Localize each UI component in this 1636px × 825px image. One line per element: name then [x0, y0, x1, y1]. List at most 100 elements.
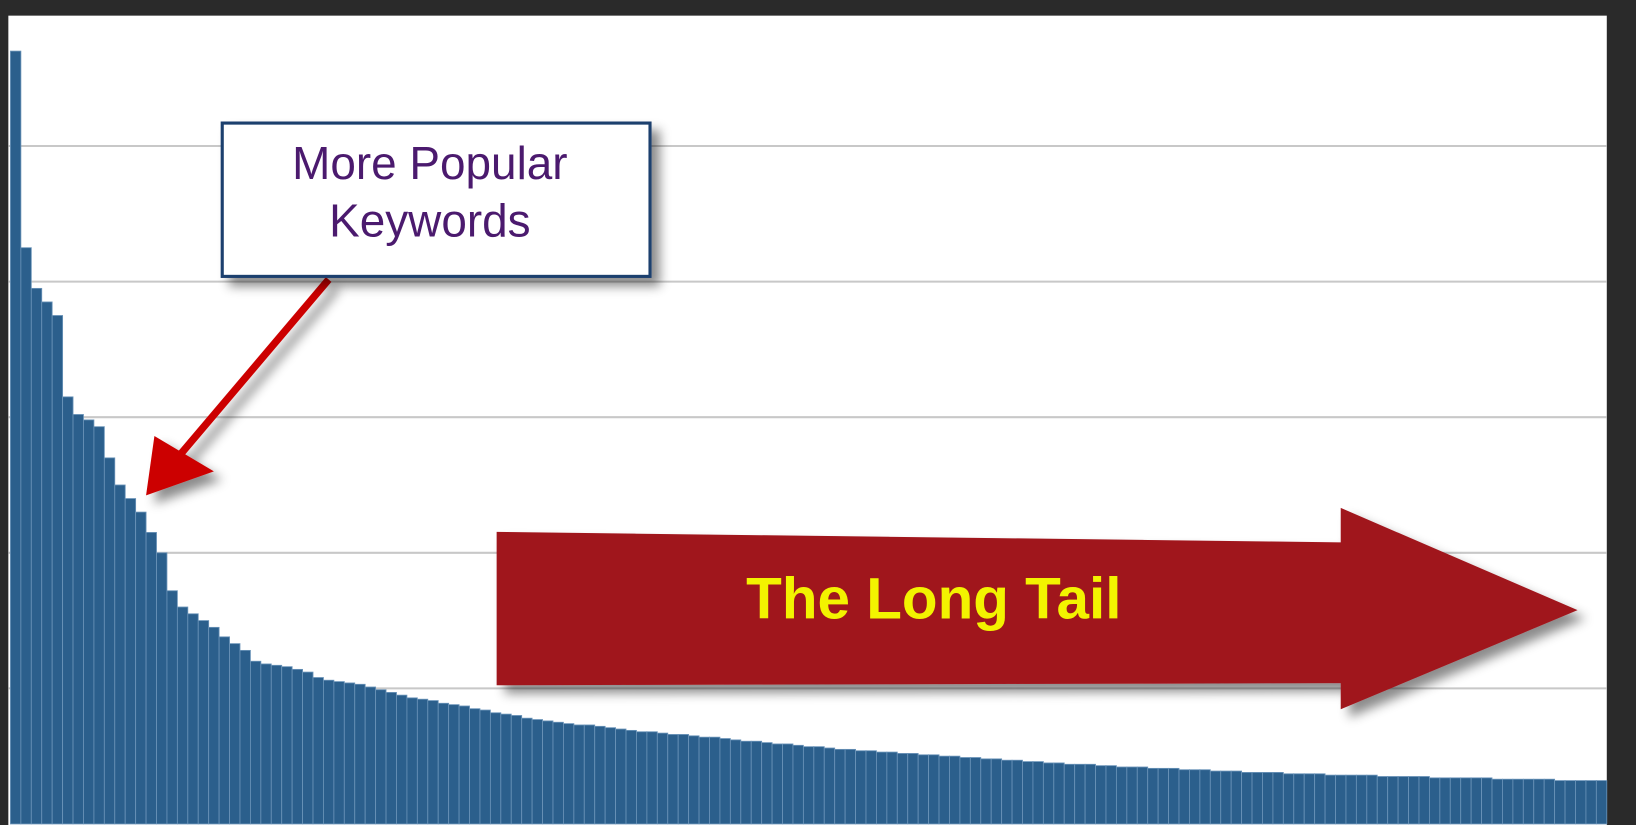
bar [260, 663, 272, 825]
bar [646, 731, 658, 825]
bar [1115, 766, 1128, 825]
bar [1063, 763, 1076, 825]
bar [1282, 773, 1295, 825]
bar [1136, 766, 1149, 825]
bar [969, 757, 982, 825]
bar [500, 713, 512, 825]
bar [1220, 770, 1232, 825]
bar [1314, 773, 1326, 825]
bar [1105, 765, 1117, 825]
bar [802, 746, 815, 825]
bar [844, 748, 856, 825]
bar [719, 738, 731, 825]
bar [1001, 759, 1013, 825]
bar [1032, 761, 1044, 825]
bar [83, 419, 95, 825]
arrow-long-tail [496, 507, 1578, 710]
bar [604, 727, 617, 825]
bar [93, 426, 105, 825]
bar [396, 694, 408, 825]
bar [156, 552, 168, 825]
bar [907, 753, 919, 825]
bar [667, 734, 679, 825]
bar [197, 620, 210, 825]
bar [406, 697, 418, 825]
bar [354, 683, 366, 825]
bar [729, 739, 742, 825]
bar [636, 731, 648, 825]
bar [1564, 780, 1576, 825]
bar [20, 247, 32, 825]
bar [10, 50, 22, 825]
bar [1053, 762, 1065, 825]
bar [1262, 772, 1274, 825]
bar [30, 287, 43, 825]
bar [1178, 769, 1190, 825]
bar [1042, 762, 1055, 825]
bar [1011, 759, 1023, 825]
bar [291, 668, 303, 825]
bar [51, 315, 64, 825]
bar [792, 744, 804, 825]
bar [458, 705, 470, 825]
bar [1199, 769, 1211, 825]
bar [385, 692, 397, 825]
callout-line: More Popular [292, 137, 567, 189]
bar [1428, 777, 1441, 825]
bar [552, 721, 564, 825]
bar [1168, 767, 1180, 825]
bar [208, 626, 220, 825]
bar [218, 636, 230, 825]
bar [1502, 778, 1514, 825]
bar [323, 679, 335, 825]
bar [1397, 776, 1409, 825]
bar [1585, 780, 1597, 825]
bar [41, 301, 53, 825]
bar [928, 754, 940, 825]
bar [1554, 780, 1566, 825]
bar [448, 704, 460, 825]
bar [823, 747, 836, 825]
bar [876, 751, 888, 825]
bar [698, 736, 710, 825]
bar [1439, 777, 1451, 825]
bar [1157, 767, 1169, 825]
bar [771, 743, 783, 825]
bar [312, 677, 324, 825]
bar [1408, 776, 1420, 825]
bar [249, 660, 262, 825]
bar [114, 484, 126, 825]
bar [896, 753, 909, 825]
bar [959, 757, 971, 825]
bar [1460, 777, 1472, 825]
bar [542, 720, 554, 825]
bar [1575, 780, 1587, 825]
bar [573, 724, 585, 825]
bar [1147, 767, 1159, 825]
bar [1533, 778, 1545, 825]
bar [1345, 774, 1357, 825]
bar [302, 671, 314, 825]
bar [333, 681, 345, 825]
bar [375, 689, 387, 825]
tail-arrow [496, 507, 1578, 710]
bar [917, 754, 930, 825]
bar [1324, 774, 1336, 825]
bar [677, 734, 690, 825]
bar [1189, 769, 1201, 825]
bar [1491, 778, 1503, 825]
bar [229, 643, 241, 825]
bar [124, 498, 137, 825]
pointer-head [146, 435, 214, 496]
bar [938, 755, 950, 825]
bar [1418, 776, 1430, 825]
bar [740, 740, 752, 825]
bar [1095, 765, 1107, 825]
bar [479, 709, 491, 825]
bar [709, 736, 721, 825]
bar [1366, 774, 1378, 825]
bar [834, 748, 846, 825]
bar [1272, 772, 1284, 825]
bar [1522, 778, 1535, 825]
